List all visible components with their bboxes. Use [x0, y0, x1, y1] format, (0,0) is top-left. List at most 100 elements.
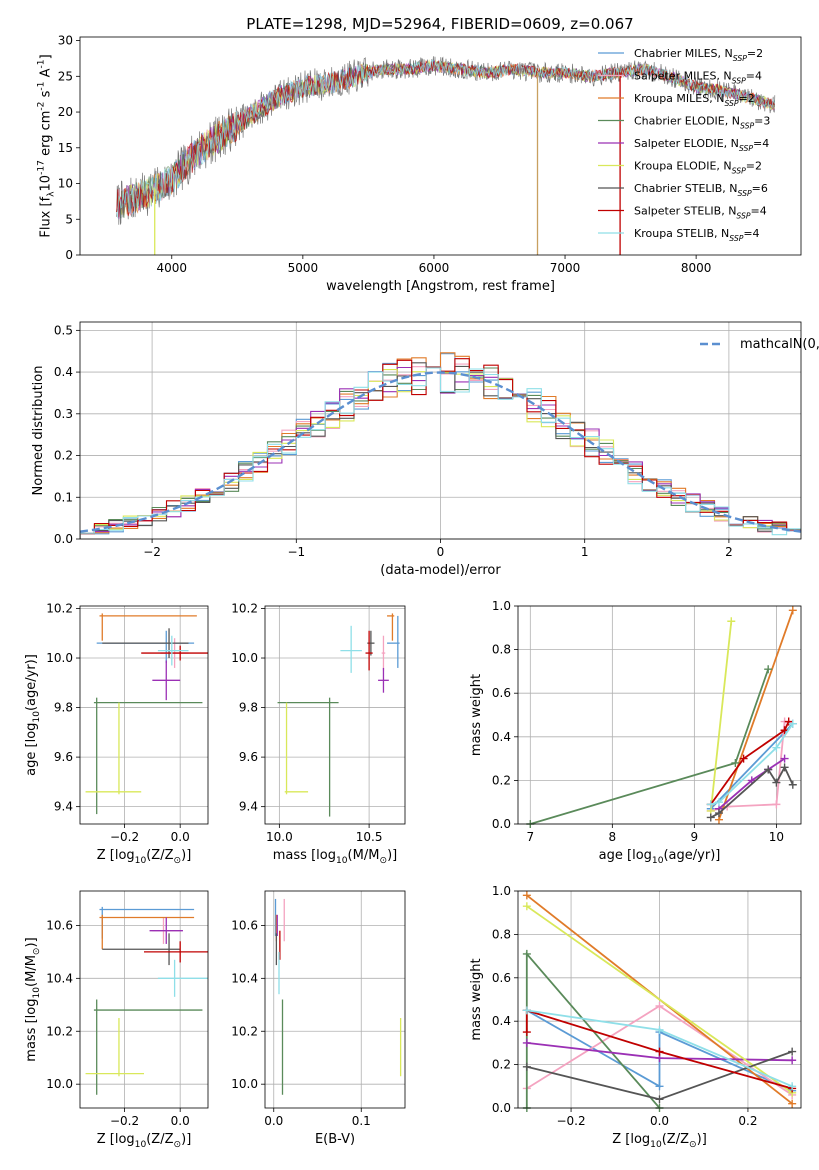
- y-tick-label: 0.3: [54, 407, 73, 421]
- y-tick-label: 0.8: [492, 927, 511, 941]
- text-run: =4: [753, 137, 769, 150]
- y-tick-label: 10.0: [46, 651, 73, 665]
- text-run: =4: [746, 70, 762, 83]
- text-run: Z [log: [97, 1132, 135, 1147]
- text-run: -1: [36, 82, 46, 91]
- text-run: 10: [650, 1140, 662, 1150]
- text-run: 10: [135, 1140, 147, 1150]
- text-run: SSP: [738, 189, 752, 198]
- weight-marker: [714, 809, 723, 818]
- legend-label: Chabrier MILES, NSSP=2: [634, 47, 763, 63]
- text-run: =6: [752, 182, 768, 195]
- text-run: 10: [32, 987, 42, 999]
- y-tick-label: 30: [58, 34, 73, 48]
- figure-title: PLATE=1298, MJD=52964, FIBERID=0609, z=0…: [246, 15, 633, 33]
- text-run: mass weight: [469, 958, 484, 1040]
- y-tick-label: 0: [65, 248, 73, 262]
- text-run: =4: [743, 227, 759, 240]
- x-tick-label: −1: [287, 545, 305, 559]
- weight-marker: [772, 778, 781, 787]
- text-run: Salpeter MILES, N: [634, 70, 732, 83]
- text-run: Chabrier STELIB, N: [634, 182, 738, 195]
- text-run: 10: [135, 856, 147, 866]
- x-tick-label: 0: [437, 545, 445, 559]
- y-tick-label: 10.6: [231, 918, 258, 932]
- text-run: )]: [387, 848, 397, 863]
- y-tick-label: 10.2: [46, 601, 73, 615]
- weight-line: [710, 723, 794, 806]
- text-run: =2: [739, 92, 755, 105]
- weight-marker: [731, 758, 740, 767]
- mass_vs_Z-panel: −0.2 0.010.010.210.410.6Z [log10(Z/Z⊙)]ma…: [24, 890, 209, 1150]
- text-run: A: [38, 68, 53, 81]
- x-tick-label: 8000: [681, 261, 712, 275]
- x-tick-label: 9: [691, 830, 699, 844]
- text-run: (M/M: [348, 848, 380, 863]
- text-run: mass [log: [24, 999, 39, 1062]
- residuals-panel: −2 −1 0 1 2 0.0 0.1 0.2 0.3 0.4 0.5 (data-model)/er…: [31, 321, 819, 578]
- y-tick-label: 0.6: [492, 971, 511, 985]
- x-axis-label: (data-model)/error: [380, 563, 501, 578]
- weight-line: [709, 621, 733, 811]
- weight-marker: [522, 1038, 531, 1047]
- text-run: SSP: [733, 54, 747, 63]
- y-tick-label: 0.6: [492, 686, 511, 700]
- y-axis-label: mass weight: [469, 958, 484, 1040]
- legend-label: Kroupa STELIB, NSSP=4: [634, 227, 760, 243]
- text-run: Z [log: [612, 1132, 650, 1147]
- weight-marker: [522, 1028, 531, 1037]
- weight-marker: [655, 1082, 664, 1091]
- text-run: (Z/Z: [146, 1132, 173, 1147]
- weight-line: [710, 765, 794, 819]
- axes-frame: [264, 890, 406, 1109]
- weight-marker: [764, 665, 773, 674]
- legend-label: mathcalN(0,1): [740, 337, 819, 352]
- y-tick-label: 10.0: [231, 1077, 258, 1091]
- y-tick-label: 1.0: [492, 599, 511, 613]
- text-run: Kroupa MILES, N: [634, 92, 724, 105]
- text-run: 10: [32, 711, 42, 723]
- x-tick-label: −0.2: [556, 1114, 585, 1128]
- weight-marker: [655, 1047, 664, 1056]
- x-axis-label: Z [log10(Z/Z⊙)]: [97, 848, 192, 866]
- text-run: (age/yr)]: [24, 654, 39, 711]
- y-tick-label: 0.0: [54, 532, 73, 546]
- y-tick-label: 9.8: [54, 701, 73, 715]
- weight-marker: [780, 763, 789, 772]
- weight-marker: [788, 1056, 797, 1065]
- text-run: λ: [46, 191, 56, 197]
- text-run: SSP: [740, 122, 754, 131]
- weight-marker: [727, 617, 736, 626]
- x-axis-label: mass [log10(M/M⊙)]: [273, 848, 397, 866]
- text-run: )]: [181, 1132, 191, 1147]
- y-tick-label: 9.4: [239, 800, 258, 814]
- axes-frame: [79, 321, 802, 540]
- text-run: (Z/Z: [146, 848, 173, 863]
- legend-label: Kroupa ELODIE, NSSP=2: [634, 160, 762, 176]
- y-tick-label: 0.1: [54, 490, 73, 504]
- y-axis-label: mass weight: [469, 674, 484, 756]
- y-tick-label: 20: [58, 105, 73, 119]
- text-run: ⊙: [379, 856, 387, 866]
- y-tick-label: 10.2: [46, 1024, 73, 1038]
- text-run: )]: [181, 848, 191, 863]
- text-run: 10: [38, 175, 53, 192]
- weight_vs_Z-panel: −0.2 0.0 0.2 0.0 0.2 0.4 0.6 0.8 1.0 Z [log10(Z/Z…: [469, 884, 802, 1150]
- y-tick-label: 10.0: [231, 651, 258, 665]
- y-tick-label: 9.8: [239, 701, 258, 715]
- y-tick-label: 0.8: [492, 643, 511, 657]
- text-run: age [log: [24, 723, 39, 776]
- x-tick-label: 1: [581, 545, 589, 559]
- y-tick-label: 0.4: [492, 1014, 511, 1028]
- text-run: (Z/Z: [662, 1132, 689, 1147]
- y-tick-label: 0.2: [54, 449, 73, 463]
- text-run: -2: [36, 102, 46, 111]
- age_vs_Z-panel: −0.2 0.09.49.69.810.010.2Z [log10(Z/Z⊙)]a…: [24, 601, 209, 866]
- x-tick-label: 0.0: [264, 1114, 283, 1128]
- text-run: 10: [652, 856, 664, 866]
- y-tick-label: 10.0: [46, 1077, 73, 1091]
- text-run: s: [38, 90, 53, 101]
- weight-line: [718, 610, 794, 820]
